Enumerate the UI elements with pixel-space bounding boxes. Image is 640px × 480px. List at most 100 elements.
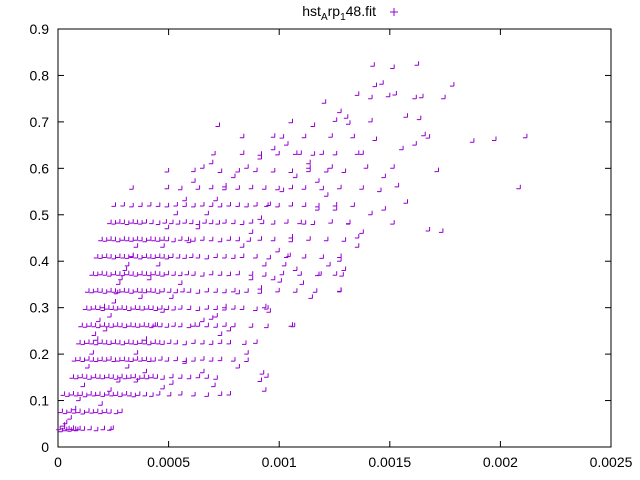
data-point-307 [115, 237, 121, 243]
data-point-414 [341, 168, 347, 173]
data-point-550 [332, 206, 338, 211]
data-point-269 [339, 272, 344, 277]
data-point-285 [160, 254, 165, 259]
data-point-139 [226, 339, 231, 345]
data-point-115 [89, 339, 94, 345]
data-point-570 [213, 313, 218, 318]
data-point-458 [421, 131, 426, 137]
data-point-72 [140, 374, 145, 379]
data-point-459 [425, 134, 431, 139]
data-point-214 [133, 287, 139, 293]
data-point-364 [328, 219, 333, 224]
data-point-558 [292, 173, 298, 179]
data-point-47 [135, 391, 141, 396]
plot-area-frame [57, 28, 612, 448]
y-tick-label-0: 0 [41, 439, 49, 455]
data-point-415 [211, 150, 216, 156]
data-point-277 [124, 254, 130, 259]
data-point-105 [182, 357, 187, 362]
data-point-208 [107, 287, 112, 293]
data-point-255 [177, 271, 183, 277]
data-point-413 [323, 168, 329, 173]
data-point-460 [403, 113, 408, 118]
data-point-426 [301, 133, 307, 139]
data-point-171 [264, 323, 269, 329]
data-point-111 [244, 357, 249, 362]
data-point-124 [129, 339, 134, 345]
data-point-73 [144, 374, 150, 380]
data-point-220 [160, 287, 165, 293]
data-point-486 [257, 377, 262, 382]
data-point-493 [169, 380, 174, 385]
data-point-353 [208, 219, 214, 225]
data-point-388 [332, 202, 338, 207]
data-point-263 [248, 271, 254, 276]
data-point-245 [129, 271, 134, 276]
data-point-213 [129, 289, 134, 294]
data-point-492 [182, 359, 187, 364]
data-point-580 [98, 401, 103, 406]
data-point-489 [226, 391, 231, 396]
data-point-497 [244, 350, 249, 355]
data-point-79 [186, 374, 192, 380]
data-point-565 [275, 247, 280, 253]
data-point-20 [76, 408, 81, 414]
data-point-484 [270, 275, 276, 281]
data-point-574 [151, 322, 156, 327]
data-point-179 [109, 305, 114, 310]
data-point-425 [279, 134, 285, 139]
data-point-289 [182, 254, 187, 259]
data-point-481 [266, 308, 271, 313]
data-point-408 [235, 168, 240, 173]
data-point-254 [171, 271, 176, 276]
data-point-89 [98, 356, 103, 362]
data-point-25 [98, 409, 103, 415]
data-point-69 [127, 374, 132, 379]
data-point-450 [368, 117, 373, 123]
data-point-533 [100, 303, 105, 309]
data-point-284 [155, 253, 161, 258]
data-point-164 [186, 323, 192, 329]
data-point-393 [195, 185, 201, 190]
y-tick-label-1: 0.1 [30, 393, 50, 409]
data-point-529 [129, 252, 134, 258]
data-point-380 [235, 202, 240, 207]
data-point-522 [80, 382, 85, 388]
data-point-488 [264, 373, 269, 378]
data-point-287 [169, 253, 174, 258]
data-point-276 [120, 254, 125, 259]
data-point-444 [392, 91, 397, 96]
data-point-31 [65, 392, 70, 397]
data-point-163 [177, 322, 183, 328]
data-point-443 [390, 64, 395, 69]
data-point-211 [120, 287, 125, 293]
data-point-404 [359, 185, 364, 190]
data-point-387 [315, 202, 320, 208]
data-point-236 [89, 271, 94, 276]
data-point-417 [257, 151, 262, 156]
data-point-77 [169, 373, 174, 379]
data-point-514 [124, 261, 130, 267]
data-point-323 [200, 236, 205, 241]
data-point-521 [85, 364, 90, 369]
data-point-246 [133, 272, 139, 277]
data-point-428 [350, 133, 355, 139]
data-point-567 [248, 275, 254, 281]
data-point-119 [107, 340, 112, 345]
data-point-100 [146, 357, 152, 362]
data-point-102 [158, 356, 163, 361]
data-point-553 [239, 243, 245, 248]
data-point-434 [321, 99, 327, 104]
data-point-169 [231, 322, 236, 328]
y-tick-label-2: 0.2 [30, 346, 50, 362]
data-point-301 [319, 254, 324, 259]
data-point-475 [359, 229, 364, 234]
data-point-341 [133, 219, 139, 225]
data-point-144 [87, 322, 92, 327]
data-point-339 [124, 220, 130, 225]
data-point-178 [104, 305, 110, 310]
data-point-344 [149, 219, 154, 225]
data-point-168 [222, 322, 227, 327]
data-point-247 [138, 270, 143, 276]
x-tick-label-2: 0.001 [262, 454, 297, 470]
